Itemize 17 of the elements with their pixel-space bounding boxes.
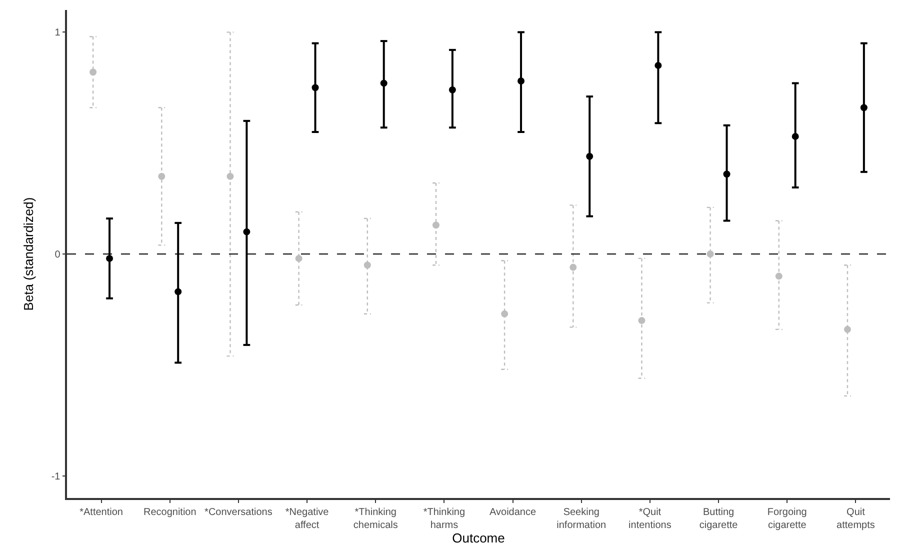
x-tick-label: *Conversations [204,506,272,518]
x-tick-label: *Attention [80,506,123,518]
x-tick-label: *Quit intentions [628,506,672,531]
y-tick-label: -1 [51,471,61,482]
x-tick-label: Seeking information [556,506,606,531]
x-tick-label: *Negative affect [285,506,330,531]
x-tick-label: *Thinking chemicals [353,506,398,531]
y-tick-label: 0 [54,250,61,260]
x-tick-label: *Thinking harms [423,506,466,531]
x-axis-title: Outcome [452,530,505,546]
x-tick-label: Butting cigarette [699,506,738,531]
x-tick-label: Recognition [143,506,196,518]
y-axis-title: Beta (standardized) [20,197,36,311]
x-tick-label: Quit attempts [836,506,875,531]
y-tick-label: 1 [54,28,61,39]
x-tick-label: Forgoing cigarette [767,506,807,531]
x-tick-label: Avoidance [490,506,536,518]
